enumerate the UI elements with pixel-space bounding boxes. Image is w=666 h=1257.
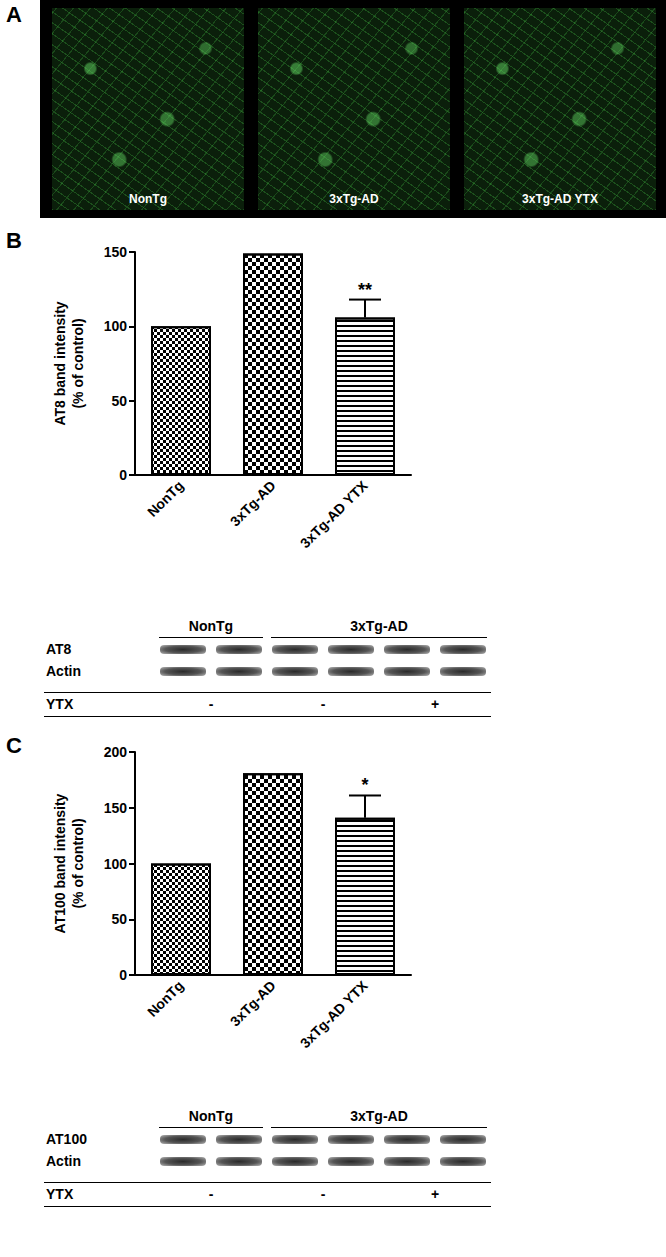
- svg-text:100: 100: [104, 856, 128, 872]
- html-text:NonTg: NonTg: [129, 192, 167, 206]
- html-text:3xTg-AD YTX: 3xTg-AD YTX: [522, 192, 598, 206]
- html-text:Actin: Actin: [46, 1153, 81, 1169]
- html-text:3xTg-AD: 3xTg-AD: [350, 1108, 408, 1124]
- html-text:YTX: YTX: [46, 696, 74, 712]
- svg-text:(% of control): (% of control): [70, 818, 86, 908]
- svg-text:3xTg-AD YTX: 3xTg-AD YTX: [297, 977, 371, 1051]
- svg-text:3xTg-AD YTX: 3xTg-AD YTX: [297, 477, 371, 551]
- svg-text:*: *: [361, 775, 368, 795]
- svg-text:3xTg-AD: 3xTg-AD: [227, 477, 279, 529]
- svg-text:3xTg-AD: 3xTg-AD: [227, 977, 279, 1029]
- svg-text:0: 0: [119, 467, 127, 483]
- html-text:Actin: Actin: [46, 663, 81, 679]
- html-text:AT100: AT100: [46, 1131, 87, 1147]
- svg-text:AT8 band intensity: AT8 band intensity: [52, 301, 68, 425]
- html-text:YTX: YTX: [46, 1186, 74, 1202]
- html-text:B: B: [6, 228, 22, 253]
- svg-text:100: 100: [104, 318, 128, 334]
- svg-text:AT100 band intensity: AT100 band intensity: [52, 793, 68, 933]
- html-text:3xTg-AD: 3xTg-AD: [350, 618, 408, 634]
- svg-text:50: 50: [111, 911, 127, 927]
- html-text:AT8: AT8: [46, 641, 72, 657]
- svg-text:NonTg: NonTg: [144, 477, 187, 520]
- svg-text:150: 150: [104, 800, 128, 816]
- html-text:C: C: [6, 733, 22, 758]
- html-text:A: A: [6, 2, 22, 27]
- svg-text:NonTg: NonTg: [144, 977, 187, 1020]
- svg-text:**: **: [358, 280, 372, 300]
- svg-text:150: 150: [104, 244, 128, 260]
- svg-text:50: 50: [111, 393, 127, 409]
- html-text:NonTg: NonTg: [188, 618, 234, 634]
- svg-text:0: 0: [119, 967, 127, 983]
- svg-text:(% of control): (% of control): [70, 318, 86, 408]
- html-text:NonTg: NonTg: [188, 1108, 234, 1124]
- html-text:3xTg-AD: 3xTg-AD: [329, 192, 379, 206]
- svg-text:200: 200: [104, 744, 128, 760]
